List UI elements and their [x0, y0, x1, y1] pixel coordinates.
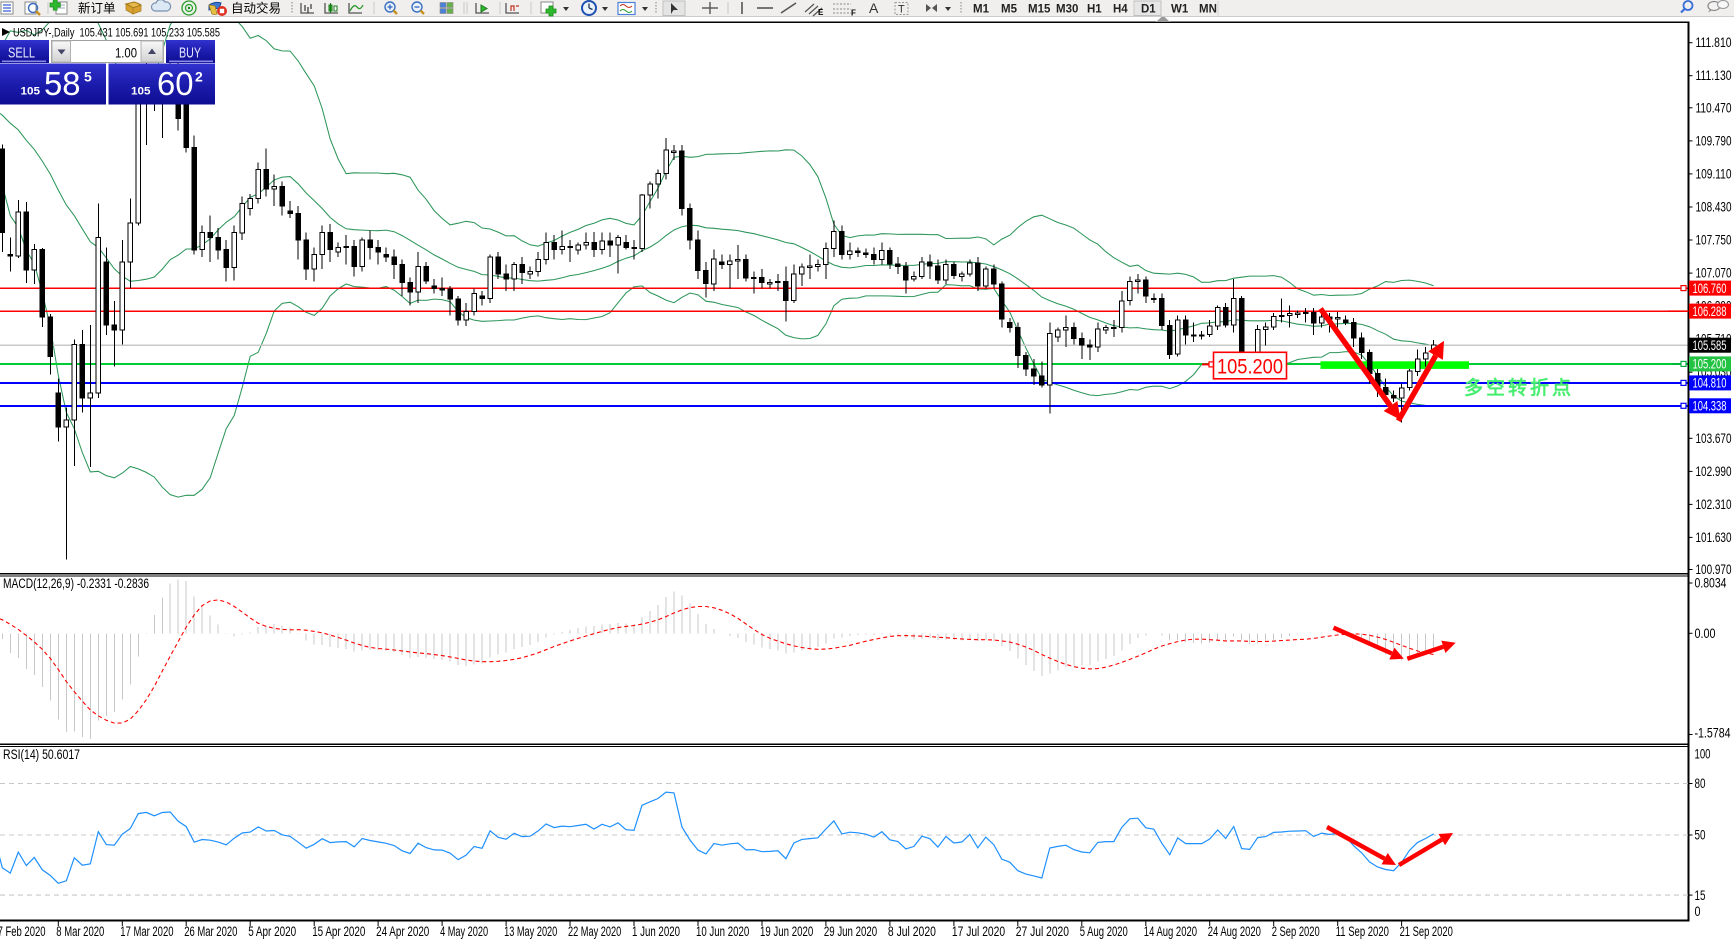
svg-text:17 Jul 2020: 17 Jul 2020 [952, 924, 1005, 939]
svg-text:E: E [818, 8, 824, 17]
svg-text:M1: M1 [973, 4, 990, 16]
svg-text:104.338: 104.338 [1693, 399, 1727, 414]
svg-text:107.750: 107.750 [1696, 233, 1732, 248]
svg-text:14 Aug 2020: 14 Aug 2020 [1144, 924, 1197, 939]
svg-text:21 Sep 2020: 21 Sep 2020 [1400, 924, 1453, 939]
svg-text:26 Mar 2020: 26 Mar 2020 [184, 924, 237, 939]
svg-text:103.670: 103.670 [1696, 431, 1732, 446]
svg-text:8 Jul 2020: 8 Jul 2020 [888, 924, 936, 939]
svg-text:1 Jun 2020: 1 Jun 2020 [632, 924, 680, 939]
svg-text:27 Jul 2020: 27 Jul 2020 [1016, 924, 1069, 939]
svg-text:60: 60 [157, 65, 194, 102]
svg-text:0.00: 0.00 [1695, 626, 1716, 641]
svg-text:A: A [869, 0, 879, 16]
svg-text:USDJPY-,Daily 105.431 105.691: USDJPY-,Daily 105.431 105.691 105.233 10… [13, 26, 220, 40]
svg-text:5: 5 [84, 69, 92, 85]
svg-text:111.130: 111.130 [1696, 68, 1732, 83]
svg-text:105: 105 [21, 86, 41, 98]
svg-text:105: 105 [131, 86, 151, 98]
svg-text:新订单: 新订单 [78, 1, 116, 16]
svg-text:29 Jun 2020: 29 Jun 2020 [824, 924, 877, 939]
svg-text:M5: M5 [1001, 4, 1018, 16]
svg-text:111.810: 111.810 [1696, 35, 1732, 50]
svg-text:105.200: 105.200 [1693, 357, 1727, 372]
svg-text:5 Apr 2020: 5 Apr 2020 [248, 924, 296, 939]
svg-text:80: 80 [1695, 776, 1706, 791]
svg-text:58: 58 [44, 65, 81, 102]
svg-text:19 Jun 2020: 19 Jun 2020 [760, 924, 813, 939]
svg-text:104.810: 104.810 [1693, 376, 1727, 391]
svg-text:108.430: 108.430 [1696, 200, 1732, 215]
svg-text:0: 0 [1695, 904, 1701, 919]
svg-text:24 Apr 2020: 24 Apr 2020 [376, 924, 429, 939]
svg-text:1.00: 1.00 [115, 45, 137, 60]
svg-text:M30: M30 [1056, 4, 1078, 16]
svg-text:106.288: 106.288 [1693, 304, 1727, 319]
svg-text:15 Apr 2020: 15 Apr 2020 [312, 924, 365, 939]
svg-text:MACD(12,26,9) -0.2331 -0.2836: MACD(12,26,9) -0.2331 -0.2836 [3, 576, 149, 591]
svg-text:M15: M15 [1028, 4, 1051, 16]
svg-text:H1: H1 [1087, 4, 1102, 16]
svg-text:101.630: 101.630 [1696, 530, 1732, 545]
svg-text:13 May 2020: 13 May 2020 [504, 924, 557, 939]
svg-text:SELL: SELL [8, 46, 35, 62]
svg-text:24 Aug 2020: 24 Aug 2020 [1208, 924, 1261, 939]
svg-text:W1: W1 [1171, 4, 1189, 16]
svg-text:11 Sep 2020: 11 Sep 2020 [1336, 924, 1389, 939]
svg-text:102.310: 102.310 [1696, 497, 1732, 512]
svg-text:5 Aug 2020: 5 Aug 2020 [1080, 924, 1128, 939]
svg-text:-1.5784: -1.5784 [1695, 726, 1731, 741]
svg-text:109.110: 109.110 [1696, 166, 1732, 181]
svg-text:107.070: 107.070 [1696, 266, 1732, 281]
svg-text:100.970: 100.970 [1696, 562, 1732, 577]
svg-text:50: 50 [1695, 828, 1706, 843]
svg-text:4 May 2020: 4 May 2020 [440, 924, 488, 939]
svg-text:105.585: 105.585 [1693, 338, 1727, 353]
svg-text:0.8034: 0.8034 [1695, 576, 1727, 591]
svg-text:27 Feb 2020: 27 Feb 2020 [0, 924, 46, 939]
svg-text:BUY: BUY [179, 46, 201, 62]
svg-text:F: F [851, 9, 856, 18]
svg-text:102.990: 102.990 [1696, 464, 1732, 479]
svg-text:H4: H4 [1113, 4, 1128, 16]
svg-text:22 May 2020: 22 May 2020 [568, 924, 621, 939]
svg-text:109.790: 109.790 [1696, 133, 1732, 148]
svg-text:106.760: 106.760 [1693, 281, 1727, 296]
svg-text:100: 100 [1695, 747, 1711, 762]
svg-text:17 Mar 2020: 17 Mar 2020 [120, 924, 173, 939]
svg-text:MN: MN [1199, 4, 1217, 16]
svg-text:15: 15 [1695, 888, 1706, 903]
svg-text:2 Sep 2020: 2 Sep 2020 [1272, 924, 1320, 939]
svg-text:8 Mar 2020: 8 Mar 2020 [56, 924, 104, 939]
svg-text:T: T [898, 4, 905, 16]
svg-text:多空转折点: 多空转折点 [1464, 376, 1574, 399]
svg-text:RSI(14) 50.6017: RSI(14) 50.6017 [3, 747, 80, 762]
svg-text:105.200: 105.200 [1217, 356, 1283, 379]
svg-text:D1: D1 [1141, 4, 1156, 16]
svg-text:110.470: 110.470 [1696, 100, 1732, 115]
svg-text:10 Jun 2020: 10 Jun 2020 [696, 924, 749, 939]
svg-text:2: 2 [195, 69, 203, 85]
svg-text:自动交易: 自动交易 [231, 1, 281, 16]
